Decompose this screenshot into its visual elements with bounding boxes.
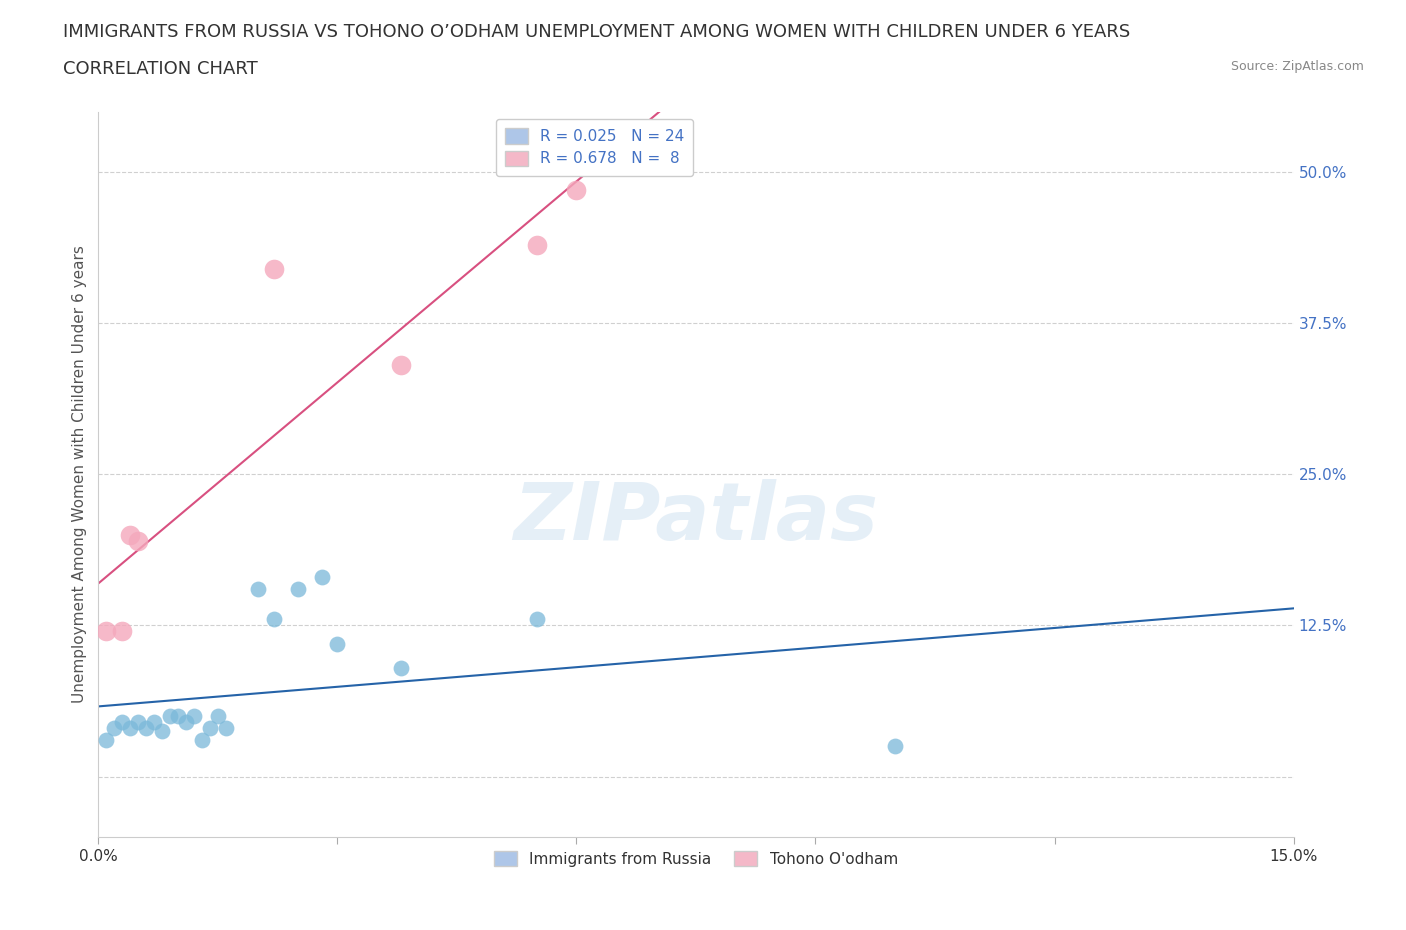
Point — [127, 534, 149, 549]
Point — [526, 612, 548, 627]
Point — [159, 709, 181, 724]
Point — [103, 721, 125, 736]
Legend: Immigrants from Russia, Tohono O'odham: Immigrants from Russia, Tohono O'odham — [488, 844, 904, 873]
Text: Source: ZipAtlas.com: Source: ZipAtlas.com — [1230, 60, 1364, 73]
Y-axis label: Unemployment Among Women with Children Under 6 years: Unemployment Among Women with Children U… — [72, 246, 87, 703]
Point — [150, 724, 173, 738]
Point — [263, 261, 285, 276]
Point — [287, 582, 309, 597]
Point — [96, 624, 118, 639]
Point — [167, 709, 190, 724]
Point — [389, 660, 412, 675]
Point — [884, 738, 907, 753]
Point — [246, 582, 269, 597]
Point — [183, 709, 205, 724]
Point — [311, 569, 333, 585]
Point — [198, 721, 221, 736]
Point — [111, 624, 134, 639]
Point — [326, 636, 349, 651]
Point — [120, 721, 142, 736]
Point — [263, 612, 285, 627]
Point — [389, 358, 412, 373]
Point — [127, 715, 149, 730]
Text: IMMIGRANTS FROM RUSSIA VS TOHONO O’ODHAM UNEMPLOYMENT AMONG WOMEN WITH CHILDREN : IMMIGRANTS FROM RUSSIA VS TOHONO O’ODHAM… — [63, 23, 1130, 41]
Point — [143, 715, 166, 730]
Point — [526, 237, 548, 252]
Text: ZIPatlas: ZIPatlas — [513, 479, 879, 557]
Point — [215, 721, 238, 736]
Point — [120, 527, 142, 542]
Point — [111, 715, 134, 730]
Point — [191, 733, 214, 748]
Point — [207, 709, 229, 724]
Point — [565, 183, 588, 198]
Point — [96, 733, 118, 748]
Point — [135, 721, 157, 736]
Text: CORRELATION CHART: CORRELATION CHART — [63, 60, 259, 78]
Point — [174, 715, 197, 730]
